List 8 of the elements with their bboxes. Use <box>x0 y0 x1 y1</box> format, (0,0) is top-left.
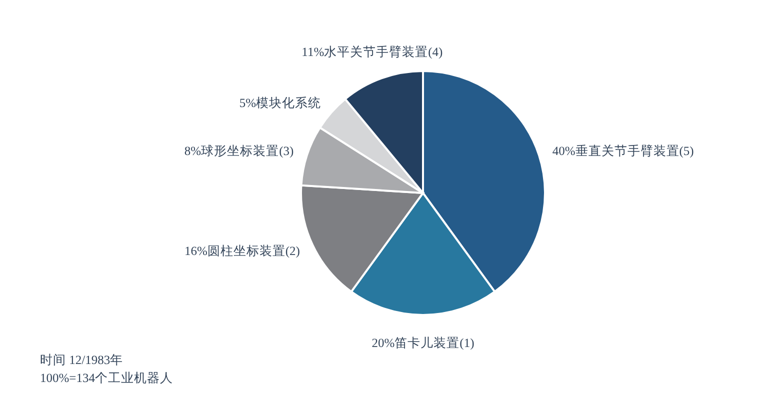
slice-label: 40%垂直关节手臂装置(5) <box>552 142 694 158</box>
text: 时间 12/1983年 <box>40 353 124 367</box>
slice-label: 16%圆柱坐标装置(2) <box>184 244 300 258</box>
text: 100%=134个工业机器人 <box>40 371 173 385</box>
slice-label: 11%水平关节手臂装置(4) <box>302 44 443 59</box>
slice-label: 8%球形坐标装置(3) <box>184 144 294 158</box>
slice-label: 20%笛卡儿装置(1) <box>372 336 474 350</box>
slice-label: 5%模块化系统 <box>239 96 321 110</box>
